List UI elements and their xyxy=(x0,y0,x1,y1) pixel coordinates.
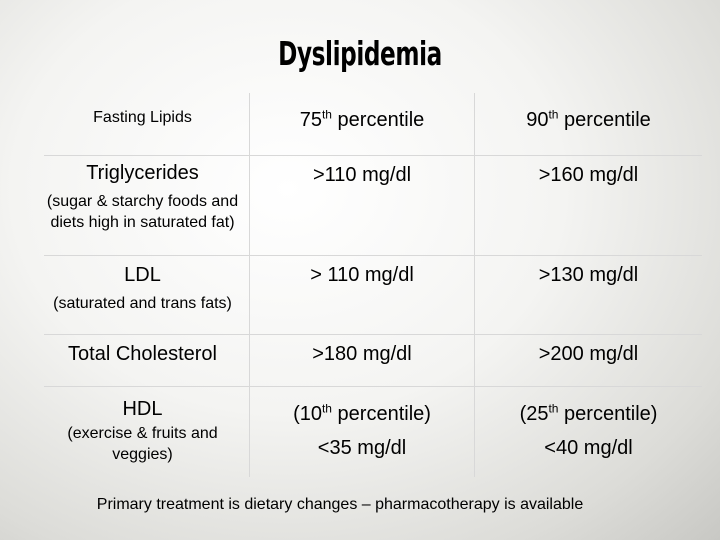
footer-note: Primary treatment is dietary changes – p… xyxy=(96,496,584,513)
table-row-triglycerides: Triglycerides (sugar & starchy foods and… xyxy=(44,156,702,256)
table-row-hdl: HDL (exercise & fruits and veggies) (10t… xyxy=(44,387,702,477)
total-cholesterol-75th-value: >180 mg/dl xyxy=(249,335,474,386)
triglycerides-75th-value: >110 mg/dl xyxy=(249,156,474,255)
triglycerides-90th-value: >160 mg/dl xyxy=(474,156,702,255)
header-fasting-lipids: Fasting Lipids xyxy=(93,109,192,126)
total-cholesterol-90th-value: >200 mg/dl xyxy=(474,335,702,386)
slide-title: Dyslipidemia xyxy=(278,34,442,73)
hdl-75th-percentile-line: (10th percentile) xyxy=(293,401,431,425)
header-75th-percentile: 75th percentile xyxy=(249,93,474,155)
table-row-ldl: LDL (saturated and trans fats) > 110 mg/… xyxy=(44,256,702,335)
hdl-90th-value: (25th percentile) <40 mg/dl xyxy=(474,387,702,477)
header-90th-percentile: 90th percentile xyxy=(474,93,702,155)
ldl-note: (saturated and trans fats) xyxy=(53,295,232,312)
hdl-label: HDL xyxy=(122,398,163,420)
table-header-row: Fasting Lipids 75th percentile 90th perc… xyxy=(44,93,702,156)
hdl-90th-threshold: <40 mg/dl xyxy=(544,437,633,459)
lipid-table: Fasting Lipids 75th percentile 90th perc… xyxy=(44,93,702,477)
ldl-75th-value: > 110 mg/dl xyxy=(249,256,474,334)
hdl-75th-value: (10th percentile) <35 mg/dl xyxy=(249,387,474,477)
hdl-note: (exercise & fruits and veggies) xyxy=(67,425,218,463)
hdl-label-cell: HDL (exercise & fruits and veggies) xyxy=(44,387,249,477)
triglycerides-label-cell: Triglycerides (sugar & starchy foods and… xyxy=(44,156,249,255)
hdl-75th-threshold: <35 mg/dl xyxy=(317,437,407,459)
ldl-90th-value: >130 mg/dl xyxy=(474,256,702,334)
triglycerides-label: Triglycerides xyxy=(86,162,199,184)
ldl-label-cell: LDL (saturated and trans fats) xyxy=(44,256,249,334)
hdl-90th-percentile-line: (25th percentile) xyxy=(519,401,658,425)
triglycerides-note: (sugar & starchy foods and diets high in… xyxy=(46,193,239,231)
ldl-label: LDL xyxy=(124,264,161,286)
total-cholesterol-label: Total Cholesterol xyxy=(68,343,217,365)
table-row-total-cholesterol: Total Cholesterol >180 mg/dl >200 mg/dl xyxy=(44,335,702,387)
